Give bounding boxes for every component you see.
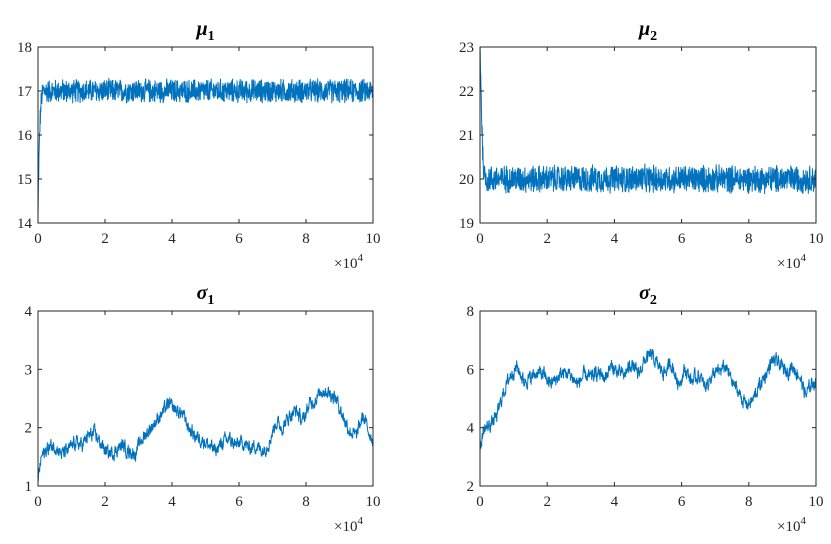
y-tick-label: 3 (25, 362, 33, 378)
y-tick-label: 6 (467, 362, 475, 378)
x-exponent-label: ×104 (777, 252, 806, 272)
y-tick-label: 20 (459, 172, 474, 188)
x-tick-label: 10 (809, 231, 824, 247)
x-tick-label: 2 (101, 494, 109, 510)
y-tick-label: 15 (17, 172, 32, 188)
panel-title-subscript: 2 (650, 29, 657, 44)
x-exponent-base: ×10 (777, 256, 800, 272)
y-tick-label: 4 (25, 304, 33, 320)
x-exponent-power: 4 (801, 515, 807, 527)
x-tick-label: 4 (611, 231, 619, 247)
panel-title-subscript: 1 (207, 293, 214, 308)
y-tick-label: 4 (467, 421, 475, 437)
panel-title: σ1 (197, 282, 215, 308)
y-tick-label: 17 (17, 84, 33, 100)
x-tick-label: 8 (745, 494, 753, 510)
trace-line (38, 77, 373, 221)
panel-title-subscript: 2 (650, 293, 657, 308)
y-tick-label: 19 (459, 216, 474, 232)
x-tick-label: 6 (235, 231, 243, 247)
trace-line (38, 386, 373, 482)
panel-title-subscript: 1 (208, 29, 215, 44)
panel-title: μ2 (638, 18, 657, 44)
x-tick-label: 0 (34, 494, 42, 510)
x-tick-label: 10 (366, 231, 381, 247)
y-tick-label: 16 (17, 128, 33, 144)
x-tick-label: 0 (476, 494, 484, 510)
panel-title-symbol: μ (195, 18, 207, 40)
x-tick-label: 2 (543, 231, 551, 247)
axes-box (479, 310, 817, 487)
x-tick-label: 6 (235, 494, 243, 510)
x-exponent-label: ×104 (334, 252, 363, 272)
x-tick-label: 10 (809, 494, 824, 510)
x-tick-label: 8 (302, 231, 310, 247)
panel-title-symbol: σ (639, 282, 651, 304)
x-tick-label: 6 (678, 494, 686, 510)
x-exponent-label: ×104 (334, 515, 363, 535)
x-tick-label: 4 (168, 494, 176, 510)
x-tick-label: 4 (611, 494, 619, 510)
axes-box (37, 310, 374, 487)
panel-title-symbol: σ (197, 282, 209, 304)
x-exponent-power: 4 (358, 252, 364, 264)
x-tick-label: 4 (168, 231, 176, 247)
trace-line (480, 348, 816, 454)
axes-box (479, 46, 817, 224)
y-tick-label: 21 (459, 128, 474, 144)
x-tick-label: 10 (366, 494, 381, 510)
panel-title-symbol: μ (638, 18, 650, 40)
x-tick-label: 6 (678, 231, 686, 247)
y-tick-label: 23 (459, 40, 474, 56)
x-tick-label: 0 (34, 231, 42, 247)
trace-line (480, 47, 816, 195)
x-exponent-power: 4 (801, 252, 807, 264)
y-tick-label: 1 (25, 479, 33, 495)
y-tick-label: 22 (459, 84, 474, 100)
panel-title: σ2 (639, 282, 657, 308)
x-exponent-base: ×10 (777, 519, 800, 535)
y-tick-label: 8 (467, 304, 475, 320)
y-tick-label: 14 (17, 216, 33, 232)
x-exponent-base: ×10 (334, 256, 357, 272)
x-tick-label: 0 (476, 231, 484, 247)
x-tick-label: 8 (302, 494, 310, 510)
x-tick-label: 2 (543, 494, 551, 510)
axes-box (37, 46, 374, 224)
x-tick-label: 8 (745, 231, 753, 247)
x-tick-label: 2 (101, 231, 109, 247)
panel-title: μ1 (195, 18, 214, 44)
y-tick-label: 2 (467, 479, 475, 495)
x-exponent-power: 4 (358, 515, 364, 527)
x-exponent-label: ×104 (777, 515, 806, 535)
y-tick-label: 18 (17, 40, 32, 56)
x-exponent-base: ×10 (334, 519, 357, 535)
y-tick-label: 2 (25, 421, 33, 437)
